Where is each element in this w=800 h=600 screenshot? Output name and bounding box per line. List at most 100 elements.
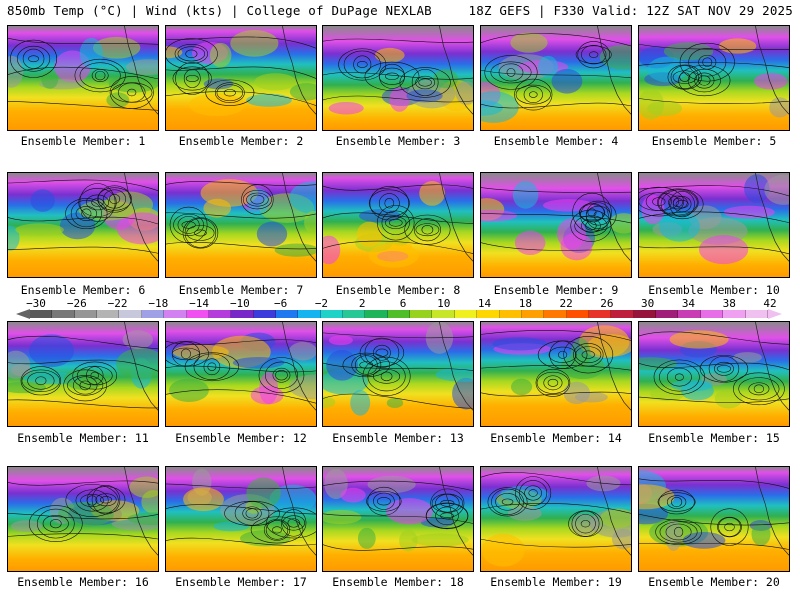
ensemble-member-label: Ensemble Member: 12 bbox=[175, 431, 307, 445]
ensemble-panel-12 bbox=[165, 321, 317, 427]
temperature-field bbox=[323, 26, 473, 130]
temperature-field bbox=[8, 322, 158, 426]
ensemble-member-label: Ensemble Member: 5 bbox=[651, 134, 777, 148]
ensemble-member-label: Ensemble Member: 10 bbox=[648, 283, 780, 297]
temperature-field bbox=[323, 173, 473, 277]
colorbar-segment bbox=[141, 310, 165, 318]
colorbar-tick-label: −6 bbox=[274, 297, 288, 310]
temperature-field bbox=[481, 26, 631, 130]
temperature-field bbox=[8, 467, 158, 571]
colorbar-tick-label: −14 bbox=[189, 297, 210, 310]
ensemble-panel-7 bbox=[165, 172, 317, 278]
colorbar-tick-label: 34 bbox=[681, 297, 696, 310]
ensemble-panel-2 bbox=[165, 25, 317, 131]
ensemble-member-label: Ensemble Member: 9 bbox=[493, 283, 619, 297]
ensemble-panel-16 bbox=[7, 466, 159, 572]
run-valid-time: 18Z GEFS | F330 Valid: 12Z SAT NOV 29 20… bbox=[468, 3, 793, 18]
colorbar-segment bbox=[186, 310, 209, 318]
colorbar-segment bbox=[723, 310, 746, 318]
temperature-colorbar bbox=[30, 310, 768, 318]
colorbar-segment bbox=[119, 310, 142, 318]
colorbar-segment bbox=[164, 310, 187, 318]
temperature-field bbox=[639, 467, 789, 571]
ensemble-panel-11 bbox=[7, 321, 159, 427]
colorbar-segment bbox=[499, 310, 522, 318]
temperature-field bbox=[481, 173, 631, 277]
ensemble-panel-14 bbox=[480, 321, 632, 427]
colorbar-segment bbox=[275, 310, 299, 318]
colorbar-tick-label: 14 bbox=[477, 297, 492, 310]
colorbar-tick-label: −2 bbox=[314, 297, 329, 310]
ensemble-member-label: Ensemble Member: 2 bbox=[178, 134, 304, 148]
ensemble-panel-1 bbox=[7, 25, 159, 131]
ensemble-member-label: Ensemble Member: 15 bbox=[648, 431, 780, 445]
colorbar-low-arrow bbox=[16, 309, 30, 319]
temperature-field bbox=[323, 322, 473, 426]
colorbar-segment bbox=[52, 310, 75, 318]
colorbar-segment bbox=[208, 310, 232, 318]
ensemble-panel-5 bbox=[638, 25, 790, 131]
ensemble-panel-15 bbox=[638, 321, 790, 427]
temperature-field bbox=[639, 173, 789, 277]
ensemble-member-label: Ensemble Member: 17 bbox=[175, 575, 307, 589]
colorbar-segment bbox=[566, 310, 589, 318]
colorbar-segment bbox=[611, 310, 634, 318]
temperature-field bbox=[8, 26, 158, 130]
colorbar-segment bbox=[410, 310, 433, 318]
ensemble-member-label: Ensemble Member: 4 bbox=[493, 134, 619, 148]
temperature-field bbox=[639, 322, 789, 426]
ensemble-member-label: Ensemble Member: 8 bbox=[335, 283, 461, 297]
colorbar-segment bbox=[365, 310, 388, 318]
colorbar-segment bbox=[544, 310, 567, 318]
colorbar-segment bbox=[588, 310, 612, 318]
colorbar-tick-label: 26 bbox=[600, 297, 614, 310]
colorbar-tick-label: 2 bbox=[358, 297, 366, 310]
colorbar-tick-label: −10 bbox=[229, 297, 250, 310]
colorbar-segment bbox=[454, 310, 478, 318]
colorbar-segment bbox=[343, 310, 366, 318]
colorbar-tick-label: 30 bbox=[641, 297, 655, 310]
ensemble-panel-20 bbox=[638, 466, 790, 572]
colorbar-segment bbox=[253, 310, 276, 318]
ensemble-panel-9 bbox=[480, 172, 632, 278]
temperature-field bbox=[481, 322, 631, 426]
map-title: 850mb Temp (°C) | Wind (kts) | College o… bbox=[7, 3, 432, 18]
ensemble-member-label: Ensemble Member: 14 bbox=[490, 431, 622, 445]
temperature-field bbox=[166, 173, 316, 277]
ensemble-member-label: Ensemble Member: 16 bbox=[17, 575, 149, 589]
temperature-field bbox=[166, 467, 316, 571]
colorbar-tick-label: 38 bbox=[722, 297, 736, 310]
ensemble-panel-13 bbox=[322, 321, 474, 427]
colorbar-tick-label: 22 bbox=[559, 297, 573, 310]
ensemble-member-label: Ensemble Member: 19 bbox=[490, 575, 622, 589]
ensemble-panel-19 bbox=[480, 466, 632, 572]
ensemble-member-label: Ensemble Member: 13 bbox=[332, 431, 464, 445]
ensemble-member-label: Ensemble Member: 6 bbox=[20, 283, 146, 297]
temperature-field bbox=[323, 467, 473, 571]
colorbar-tick-label: −30 bbox=[26, 297, 46, 310]
ensemble-member-label: Ensemble Member: 11 bbox=[17, 431, 149, 445]
colorbar-tick-label: −18 bbox=[148, 297, 169, 310]
temperature-field bbox=[481, 467, 631, 571]
temperature-field bbox=[639, 26, 789, 130]
colorbar-segment bbox=[521, 310, 545, 318]
colorbar-segment bbox=[74, 310, 98, 318]
ensemble-panel-6 bbox=[7, 172, 159, 278]
colorbar-segment bbox=[633, 310, 657, 318]
colorbar-segment bbox=[30, 310, 53, 318]
ensemble-panel-17 bbox=[165, 466, 317, 572]
colorbar-tick-label: 10 bbox=[437, 297, 451, 310]
ensemble-panel-18 bbox=[322, 466, 474, 572]
colorbar-segment bbox=[678, 310, 701, 318]
colorbar-segment bbox=[656, 310, 679, 318]
colorbar-segment bbox=[477, 310, 500, 318]
ensemble-member-label: Ensemble Member: 3 bbox=[335, 134, 461, 148]
ensemble-member-label: Ensemble Member: 20 bbox=[648, 575, 780, 589]
colorbar-segment bbox=[745, 310, 768, 318]
colorbar-tick-label: 42 bbox=[763, 297, 777, 310]
ensemble-member-label: Ensemble Member: 7 bbox=[178, 283, 304, 297]
colorbar-segment bbox=[97, 310, 120, 318]
ensemble-panel-3 bbox=[322, 25, 474, 131]
colorbar-segment bbox=[320, 310, 344, 318]
ensemble-panel-8 bbox=[322, 172, 474, 278]
